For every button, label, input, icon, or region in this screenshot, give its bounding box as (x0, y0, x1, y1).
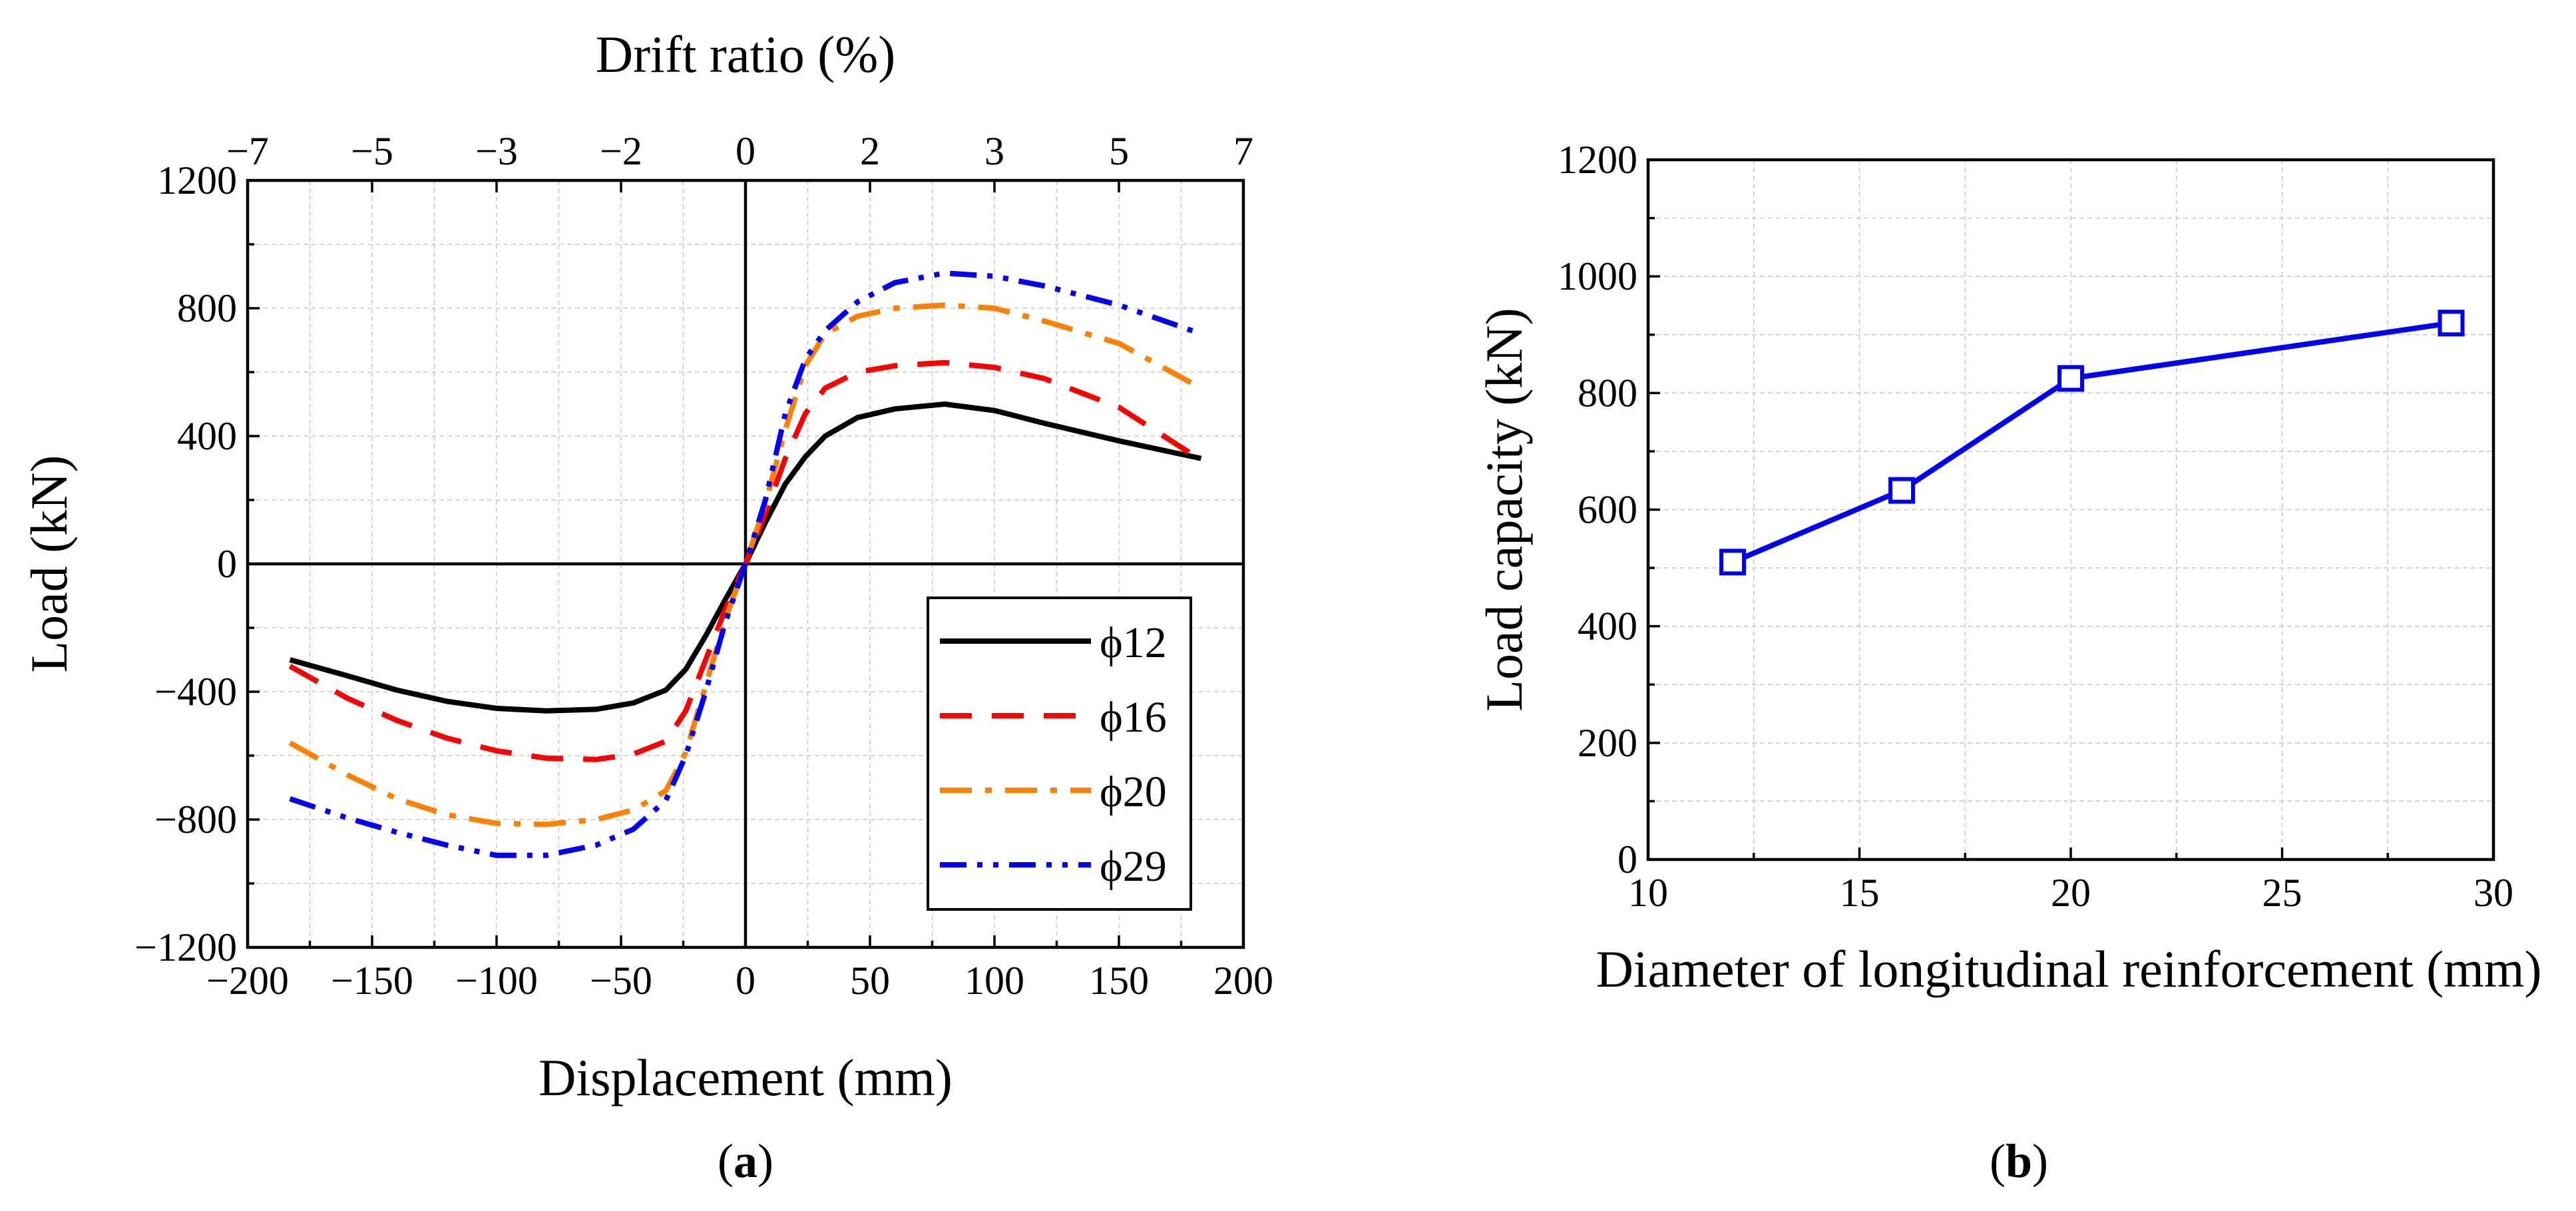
top-axis-title-a: Drift ratio (%) (596, 25, 895, 83)
y-tick-label: 400 (1578, 605, 1637, 648)
x-tick-label: 20 (2051, 871, 2091, 915)
legend-label: ϕ29 (1100, 842, 1167, 891)
series-group-b (1719, 310, 2465, 576)
x-tick-label: 15 (1840, 871, 1880, 915)
x-axis-title-a: Displacement (mm) (538, 1049, 953, 1106)
top-tick-label: 5 (1109, 129, 1129, 173)
series-group-a (288, 270, 1203, 858)
top-tick-label: 0 (736, 129, 755, 173)
x-axis-title-b: Diameter of longitudinal reinforcement (… (1596, 940, 2542, 998)
panel-label-b: (b) (1990, 1134, 2048, 1188)
panel-label-a: (a) (718, 1134, 773, 1188)
panel-label-b-open: ( (1990, 1134, 2006, 1188)
y-tick-label: −400 (154, 670, 237, 714)
legend-label: ϕ16 (1100, 693, 1167, 742)
legend-label: ϕ12 (1100, 618, 1167, 667)
x-tick-label: 100 (965, 959, 1024, 1003)
x-tick-label: 10 (1628, 871, 1668, 915)
top-tick-label: −7 (226, 129, 269, 173)
y-tick-label: 1200 (157, 158, 237, 202)
x-tick-label: −100 (455, 959, 538, 1003)
top-tick-label: −2 (600, 129, 642, 173)
top-tick-label: −5 (351, 129, 393, 173)
grid-b (1648, 160, 2493, 859)
series-line-load-capacity (1731, 320, 2452, 565)
y-tick-label: 1200 (1558, 138, 1637, 182)
x-tick-label: 200 (1213, 959, 1273, 1003)
y-axis-title-b: Load capacity (kN) (1475, 308, 1533, 711)
x-tick-label: 150 (1089, 959, 1149, 1003)
ticks-a: −200 −150 −100 −50 0 50 100 150 200 −7 −5 −3 −2 0 2 3 5 7… (134, 129, 1273, 1003)
data-point-marker (1888, 477, 1915, 504)
y-tick-label: 1000 (1558, 254, 1637, 298)
legend-box (927, 597, 1192, 911)
chart-panel-a: −200 −150 −100 −50 0 50 100 150 200 −7 −5 −3 −2 0 2 3 5 7… (20, 25, 1273, 1188)
y-axis-title-a: Load (kN) (20, 455, 78, 672)
y-tick-label: 200 (1578, 721, 1637, 765)
panel-label-a-letter: a (734, 1134, 757, 1188)
data-point-marker (2057, 365, 2084, 392)
x-tick-label: 0 (736, 959, 755, 1003)
y-tick-label: 600 (1578, 488, 1637, 532)
x-tick-label: −200 (206, 959, 289, 1003)
y-tick-label: −800 (154, 798, 237, 842)
panel-label-b-letter: b (2006, 1134, 2032, 1188)
data-point-marker (1719, 549, 1746, 576)
series-line-20 (288, 302, 1203, 828)
series-line-29 (289, 270, 1202, 858)
x-tick-label: −50 (590, 959, 652, 1003)
y-tick-label: 800 (1578, 371, 1637, 415)
x-tick-label: −150 (331, 959, 413, 1003)
top-tick-label: 3 (984, 129, 1004, 173)
x-tick-label: 50 (850, 959, 890, 1003)
chart-panel-b: 10 15 20 25 30 0 200 400 600 800 1000 1200 Diameter… (1475, 138, 2542, 1188)
x-tick-label: 30 (2473, 871, 2513, 915)
y-tick-label: 400 (177, 414, 237, 458)
y-tick-label: 0 (1617, 838, 1637, 881)
series-line-16 (288, 360, 1203, 762)
legend-a: ϕ12 ϕ16 ϕ20 ϕ29 (927, 597, 1192, 911)
ticks-b: 10 15 20 25 30 0 200 400 600 800 1000 1200 (1558, 138, 2513, 915)
legend-label: ϕ20 (1100, 768, 1167, 816)
panel-label-a-open: ( (718, 1134, 734, 1188)
top-tick-label: 7 (1233, 129, 1253, 173)
top-tick-label: 2 (860, 129, 880, 173)
top-tick-label: −3 (475, 129, 518, 173)
y-tick-label: −1200 (134, 925, 237, 969)
panel-label-a-close: ) (757, 1134, 773, 1188)
x-tick-label: 25 (2262, 871, 2302, 915)
panel-label-b-close: ) (2032, 1134, 2048, 1188)
y-tick-label: 800 (177, 286, 237, 330)
data-point-marker (2438, 310, 2465, 337)
y-tick-label: 0 (217, 542, 237, 586)
